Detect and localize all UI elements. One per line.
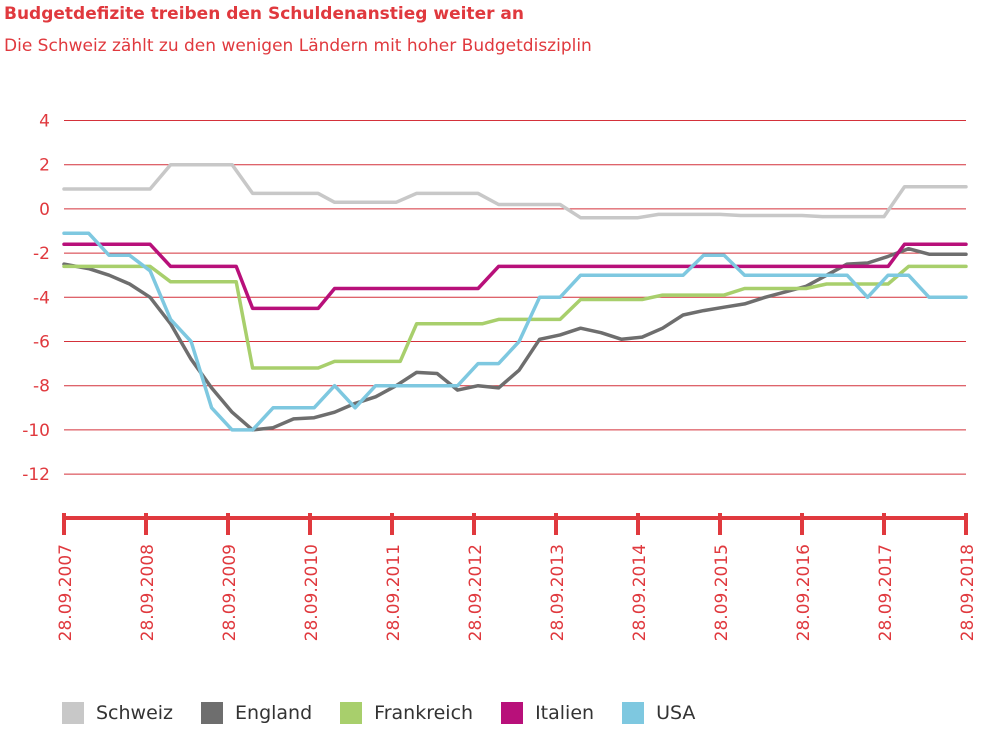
x-axis: 28.09.2007 28.09.2008 28.09.2009 28.09.2010…: [56, 513, 978, 641]
y-tick-label: -6: [33, 333, 50, 353]
x-tick-label: 28.09.2018: [958, 544, 978, 641]
x-tick-label: 28.09.2012: [466, 544, 486, 641]
legend-label-schweiz: Schweiz: [96, 702, 174, 724]
legend-label-frankreich: Frankreich: [374, 702, 474, 724]
x-tick-label: 28.09.2007: [56, 544, 76, 641]
x-tick-label: 28.09.2011: [384, 544, 404, 641]
legend-item-england[interactable]: England: [201, 702, 312, 724]
x-tick-label: 28.09.2014: [630, 544, 650, 641]
y-tick-label: 0: [39, 200, 50, 220]
x-tick-label: 28.09.2010: [302, 544, 322, 641]
legend-swatch-england: [201, 702, 224, 724]
series-line-schweiz: [62, 162, 968, 220]
legend: Schweiz England Frankreich Italien USA: [62, 702, 723, 724]
legend-item-schweiz[interactable]: Schweiz: [62, 702, 173, 724]
series-line-england: [62, 246, 968, 432]
legend-label-italien: Italien: [535, 702, 595, 724]
legend-swatch-schweiz: [62, 702, 84, 724]
x-tick-label: 28.09.2016: [794, 544, 814, 641]
y-tick-label: -10: [22, 421, 50, 441]
series-line-usa: [62, 231, 968, 432]
y-tick-label: 2: [39, 156, 50, 176]
line-chart: 420-2-4-6-8-10-12 28.09.2007 28.09.2008 28…: [22, 112, 978, 642]
grid-lines: [64, 120, 966, 475]
y-tick-label: -4: [33, 288, 50, 308]
legend-swatch-italien: [501, 702, 524, 724]
legend-item-italien[interactable]: Italien: [501, 702, 594, 724]
series-line-frankreich: [62, 264, 968, 370]
legend-label-usa: USA: [656, 702, 696, 724]
x-tick-label: 28.09.2009: [220, 544, 240, 641]
x-tick-label: 28.09.2017: [876, 544, 896, 641]
legend-label-england: England: [235, 702, 313, 724]
legend-item-usa[interactable]: USA: [622, 702, 695, 724]
series-lines: [62, 162, 968, 432]
chart-title: Budgetdefizite treiben den Schuldenansti…: [4, 4, 524, 24]
y-tick-labels: 4 2 0 -2 -4 -6 -8 -10 -12: [22, 112, 50, 486]
y-tick-label: -12: [22, 465, 50, 485]
x-tick-label: 28.09.2008: [138, 544, 158, 641]
legend-swatch-frankreich: [340, 702, 363, 724]
x-tick-label: 28.09.2015: [712, 544, 732, 641]
legend-swatch-usa: [622, 702, 645, 724]
y-tick-label: -8: [33, 377, 50, 397]
series-line-italien: [62, 242, 968, 311]
x-tick-label: 28.09.2013: [548, 544, 568, 641]
chart-subtitle: Die Schweiz zählt zu den wenigen Ländern…: [4, 36, 592, 56]
legend-item-frankreich[interactable]: Frankreich: [340, 702, 473, 724]
y-tick-label: 4: [39, 112, 50, 132]
y-tick-label: -2: [33, 244, 50, 264]
